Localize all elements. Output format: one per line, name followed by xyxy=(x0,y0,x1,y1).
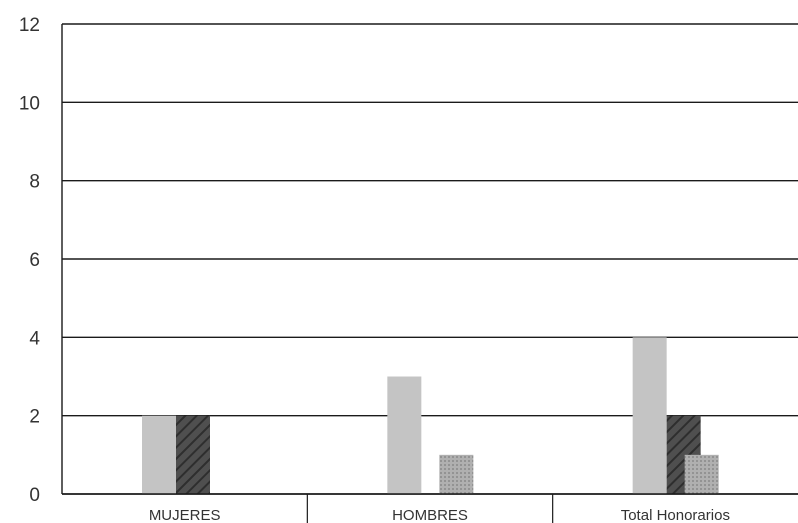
y-tick-label: 8 xyxy=(29,172,40,193)
y-tick-label: 0 xyxy=(29,485,40,506)
x-tick-label: HOMBRES xyxy=(392,507,468,523)
bar-series-3-total-honorarios xyxy=(684,454,719,494)
y-tick-label: 10 xyxy=(19,93,40,114)
x-tick-label: Total Honorarios xyxy=(621,507,730,523)
bars xyxy=(142,337,719,494)
bar-series-2-mujeres xyxy=(176,415,210,494)
axes xyxy=(61,24,798,523)
y-tick-label: 4 xyxy=(29,328,40,349)
y-tick-label: 6 xyxy=(29,250,40,271)
y-tick-label: 2 xyxy=(29,407,40,428)
bar-series-3-hombres xyxy=(439,454,474,494)
bar-series-1-total-honorarios xyxy=(632,337,667,494)
bar-series-1-mujeres xyxy=(142,415,176,494)
bar-series-1-hombres xyxy=(387,376,422,494)
y-tick-label: 12 xyxy=(19,15,40,36)
x-tick-label: MUJERES xyxy=(149,507,221,523)
labels: 0 2 4 6 8 10 12 MUJERES HOMBRES Total Honorarios xyxy=(19,15,730,523)
